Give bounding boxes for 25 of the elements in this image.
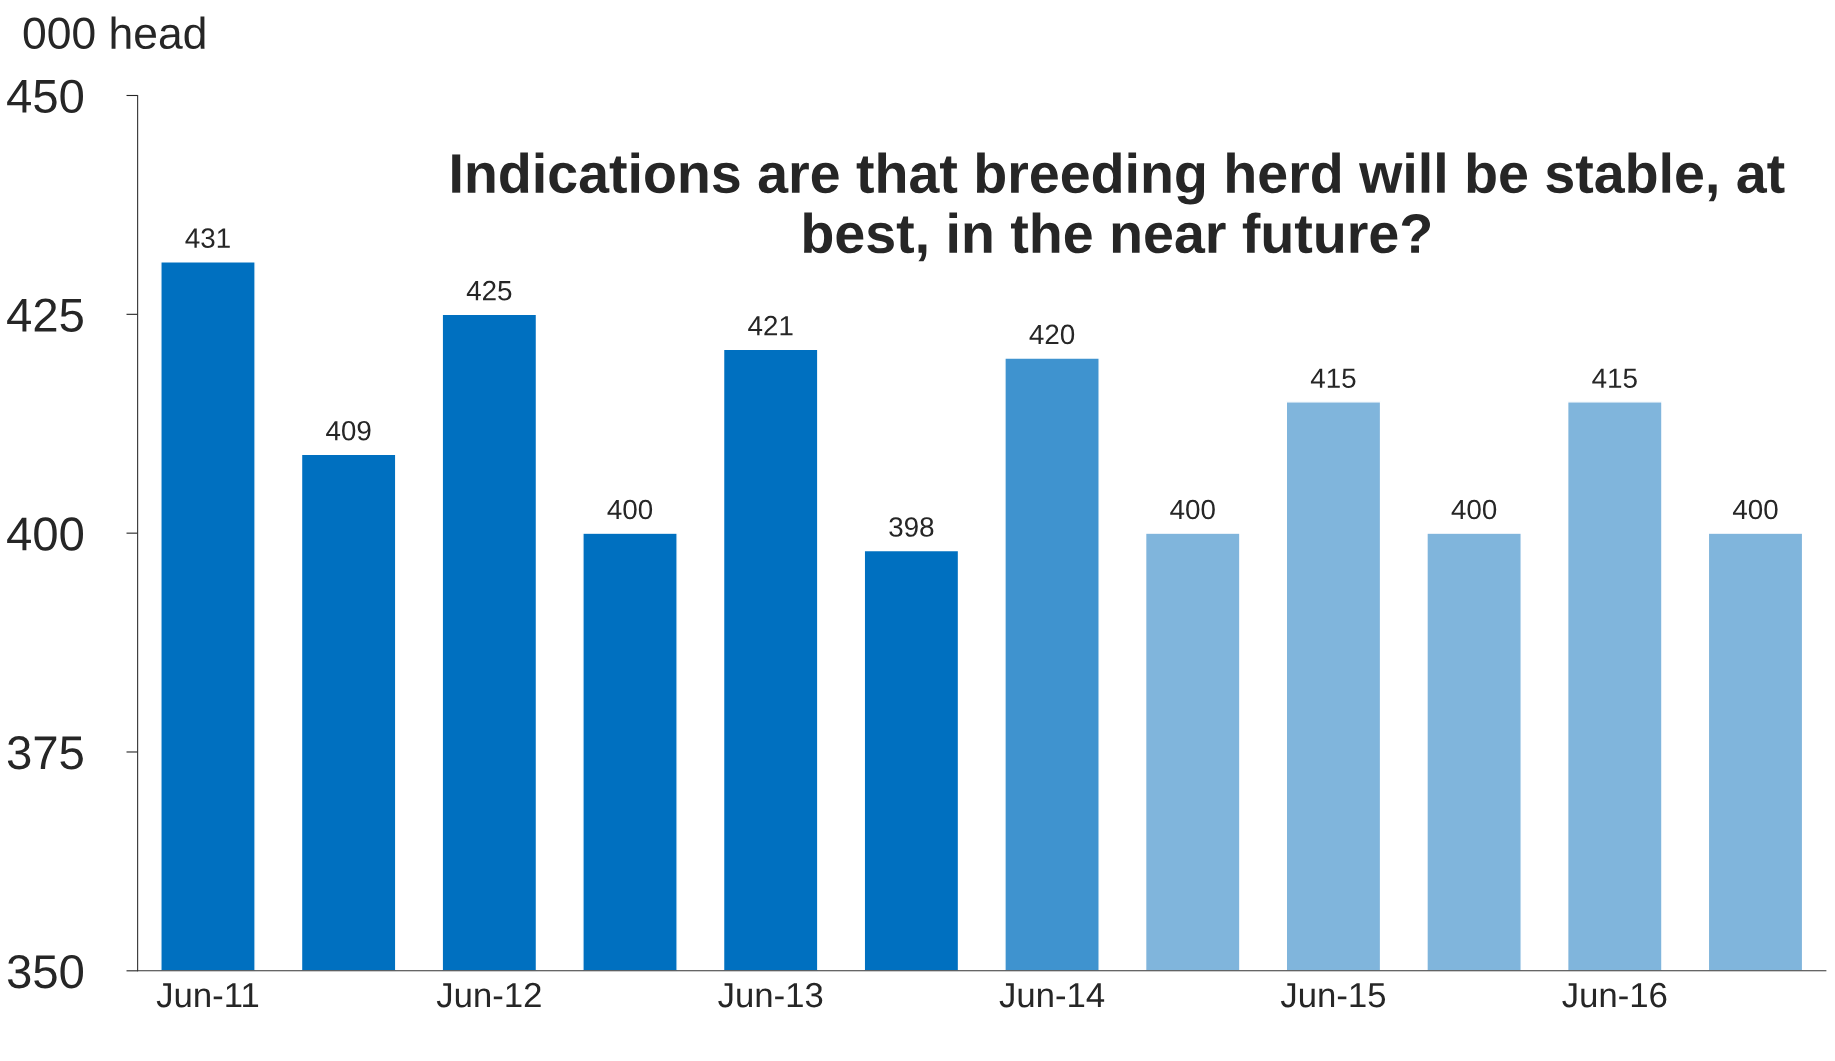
x-tick-label: Jun-15 [1280, 983, 1386, 1008]
y-tick-label: 450 [7, 79, 84, 114]
data-label: 425 [466, 280, 512, 301]
data-label: 400 [1170, 499, 1215, 520]
x-tick-label: Jun-14 [999, 983, 1105, 1008]
x-tick-label: Jun-12 [436, 982, 541, 1008]
data-label: 400 [1732, 499, 1778, 520]
y-tick-label: 375 [7, 736, 83, 770]
x-tick-label: Jun-13 [718, 982, 823, 1008]
x-tick-label: Jun-16 [1562, 982, 1667, 1008]
y-axis-title: 000 head [23, 16, 205, 50]
data-label: 400 [1451, 499, 1497, 520]
data-label: 400 [607, 499, 653, 520]
text: Indications are that breeding herd will be stable, at best, in the near future? [452, 152, 1785, 262]
y-tick-label: 350 [7, 954, 84, 989]
x-tick-label: Jun-11 [156, 983, 259, 1008]
data-label: 415 [1592, 368, 1637, 389]
y-tick-label: 425 [7, 298, 83, 332]
data-label: 398 [889, 517, 934, 537]
data-label: 421 [748, 315, 793, 336]
data-label: 431 [185, 228, 230, 248]
y-tick-label: 400 [7, 517, 84, 551]
data-label: 415 [1310, 368, 1356, 389]
data-label: 420 [1029, 324, 1075, 345]
data-label: 409 [326, 420, 371, 441]
